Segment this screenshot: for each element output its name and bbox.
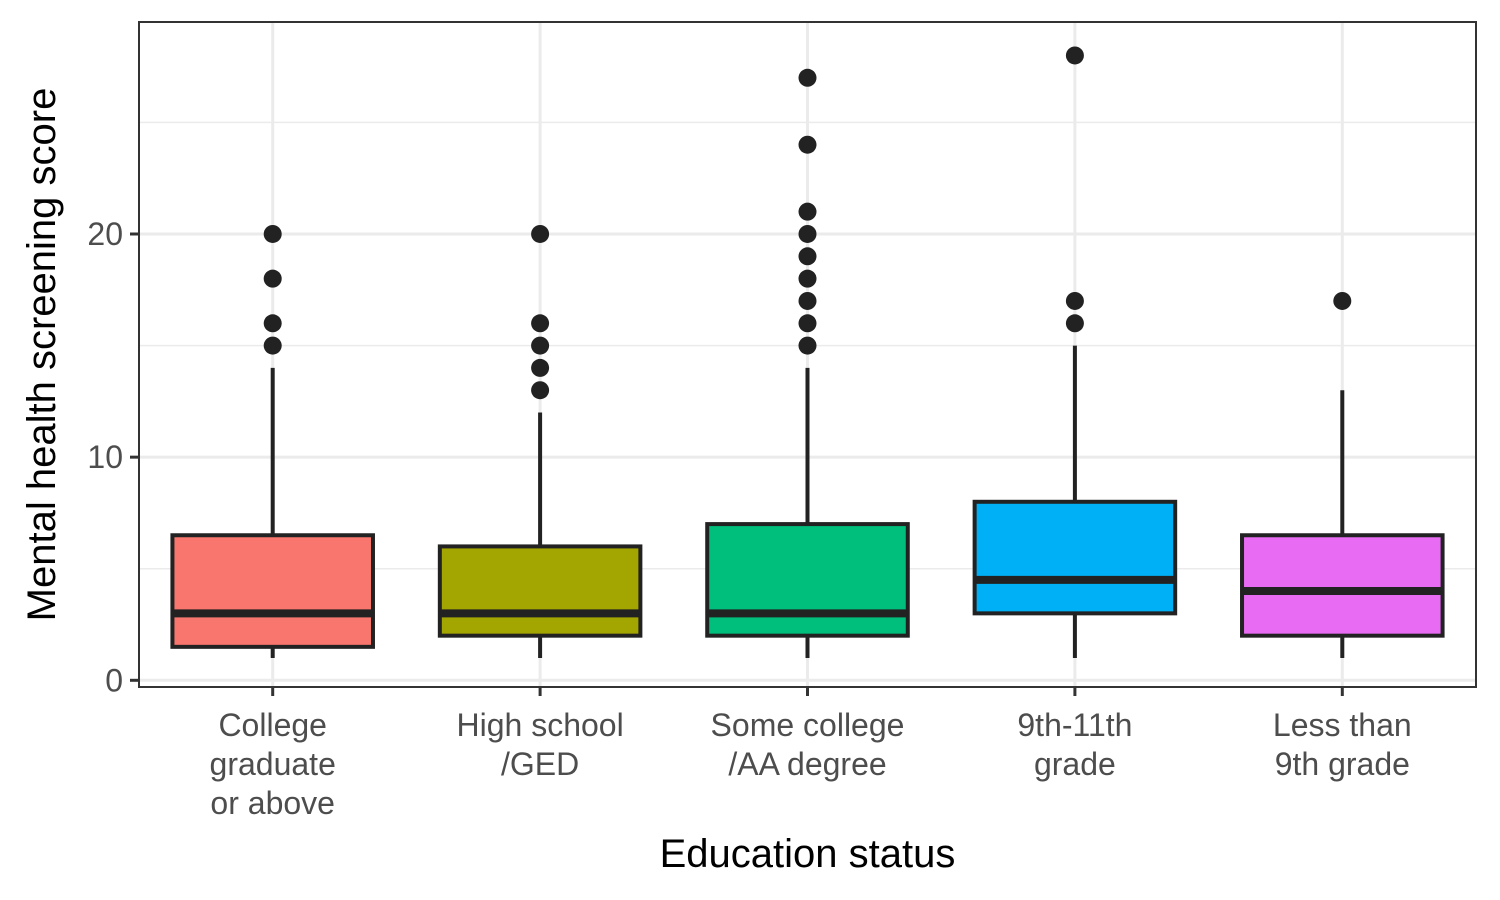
- outlier-point: [798, 68, 817, 87]
- box-group: [170, 224, 375, 658]
- box-group: [1240, 291, 1445, 658]
- box: [1240, 533, 1445, 638]
- box: [437, 544, 643, 638]
- box-group: [437, 224, 643, 658]
- outlier-point: [1065, 314, 1084, 333]
- outlier-point: [798, 336, 817, 355]
- outlier-point: [798, 224, 817, 243]
- x-tick-label: High school/GED: [456, 707, 623, 782]
- outlier-point: [1065, 291, 1084, 310]
- y-tick-label: 20: [87, 216, 123, 252]
- box-group: [972, 46, 1178, 658]
- outlier-point: [798, 269, 817, 288]
- x-tick-label: College graduate or above: [210, 707, 336, 821]
- outlier-point: [1065, 46, 1084, 65]
- boxes: [170, 46, 1445, 658]
- outlier-point: [1333, 291, 1352, 310]
- y-tick-label: 10: [87, 439, 123, 475]
- box: [170, 533, 375, 649]
- outlier-point: [798, 135, 817, 154]
- x-tick-label: Less than 9th grade: [1273, 707, 1412, 782]
- x-tick-label: Some college/AA degree: [711, 707, 905, 782]
- outlier-point: [531, 224, 550, 243]
- x-axis-title: Education status: [660, 832, 956, 876]
- outlier-point: [798, 202, 817, 221]
- box: [972, 499, 1178, 616]
- outlier-point: [531, 336, 550, 355]
- outlier-point: [263, 269, 282, 288]
- outlier-point: [531, 314, 550, 333]
- outlier-point: [531, 381, 550, 400]
- outlier-point: [798, 314, 817, 333]
- outlier-point: [263, 314, 282, 333]
- x-tick-label: 9th-11th grade: [1017, 707, 1132, 782]
- outlier-point: [798, 291, 817, 310]
- axes: 0 10 20 College graduate or above High school /…: [87, 216, 1411, 821]
- box-group: [705, 68, 910, 658]
- outlier-point: [263, 336, 282, 355]
- outlier-point: [263, 224, 282, 243]
- outlier-point: [798, 247, 817, 266]
- y-tick-label: 0: [105, 662, 123, 698]
- box: [705, 522, 910, 638]
- outlier-point: [531, 358, 550, 377]
- y-axis-title: Mental health screening score: [20, 88, 64, 622]
